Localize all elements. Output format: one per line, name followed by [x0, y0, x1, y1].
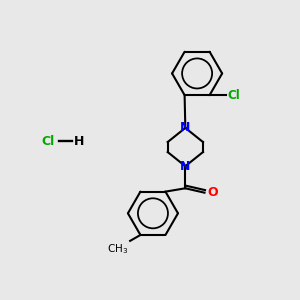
- Text: H: H: [74, 135, 85, 148]
- Text: Cl: Cl: [42, 135, 55, 148]
- Text: Cl: Cl: [227, 88, 240, 102]
- Text: N: N: [180, 122, 190, 134]
- Text: N: N: [180, 160, 190, 173]
- Text: O: O: [207, 186, 218, 199]
- Text: CH$_3$: CH$_3$: [107, 242, 129, 256]
